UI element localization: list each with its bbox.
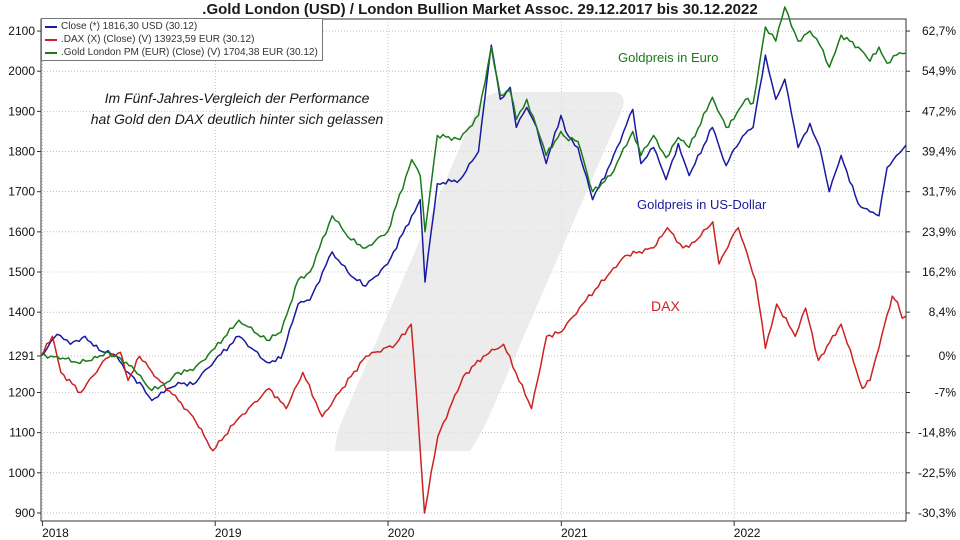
y-tick-left-label: 2100 — [8, 24, 35, 38]
y-tick-left-label: 1600 — [8, 225, 35, 239]
legend-label-eur: .Gold London PM (EUR) (Close) (V) 1704,3… — [61, 47, 318, 58]
legend-label-dax: .DAX (X) (Close) (V) 13923,59 EUR (30.12… — [61, 34, 255, 45]
series-line-dax — [40, 221, 907, 514]
y-tick-left-label: 1291 — [8, 349, 35, 363]
y-tick-left-label: 1000 — [8, 466, 35, 480]
label-goldpreis-usd: Goldpreis in US-Dollar — [637, 197, 767, 212]
x-tick-label: 2021 — [561, 526, 588, 540]
y-tick-left-label: 900 — [15, 506, 35, 520]
legend-item-eur: .Gold London PM (EUR) (Close) (V) 1704,3… — [45, 46, 318, 59]
y-tick-right-label: 54,9% — [922, 64, 956, 78]
y-axis-left: 900 1000 1100 1200 1291 1400 1500 1600 1700 1800 1… — [8, 24, 41, 520]
y-tick-right-label: 8,4% — [929, 305, 957, 319]
y-tick-right-label: 31,7% — [922, 185, 956, 199]
y-tick-right-label: 39,4% — [922, 145, 956, 159]
chart-title: .Gold London (USD) / London Bullion Mark… — [202, 1, 758, 18]
y-tick-left-label: 1700 — [8, 185, 35, 199]
y-tick-right-label: 23,9% — [922, 225, 956, 239]
label-goldpreis-euro: Goldpreis in Euro — [618, 50, 719, 65]
y-tick-right-label: 62,7% — [922, 24, 956, 38]
watermark-logo — [335, 92, 624, 451]
performance-note: Im Fünf-Jahres-Vergleich der Performance… — [62, 88, 412, 130]
y-tick-right-label: -30,3% — [918, 506, 956, 520]
y-tick-left-label: 1500 — [8, 265, 35, 279]
performance-note-line2: hat Gold den DAX deutlich hinter sich ge… — [90, 111, 384, 127]
y-tick-left-label: 1900 — [8, 104, 35, 118]
y-tick-left-label: 1200 — [8, 385, 35, 399]
x-axis: 2018 2019 2020 2021 2022 — [41, 521, 761, 540]
x-tick-label: 2022 — [734, 526, 761, 540]
y-tick-left-label: 1800 — [8, 145, 35, 159]
performance-note-line1: Im Fünf-Jahres-Vergleich der Performance — [104, 90, 370, 106]
legend-swatch-eur — [45, 51, 57, 54]
legend-swatch-dax — [45, 38, 57, 41]
y-tick-right-label: -22,5% — [918, 466, 956, 480]
x-tick-label: 2018 — [42, 526, 69, 540]
legend-label-usd: Close (*) 1816,30 USD (30.12) — [61, 21, 198, 32]
y-tick-left-label: 1400 — [8, 305, 35, 319]
legend: Close (*) 1816,30 USD (30.12) .DAX (X) (… — [41, 18, 323, 61]
x-tick-label: 2020 — [388, 526, 415, 540]
series-line-gold-eur — [40, 6, 907, 392]
label-dax: DAX — [651, 298, 680, 314]
legend-swatch-usd — [45, 25, 57, 28]
y-tick-right-label: 16,2% — [922, 265, 956, 279]
y-axis-right: -30,3% -22,5% -14,8% -7% 0% 8,4% 16,2% 23,9% 31,… — [906, 24, 956, 520]
series-line-gold-usd — [40, 44, 907, 402]
legend-item-dax: .DAX (X) (Close) (V) 13923,59 EUR (30.12… — [45, 33, 318, 46]
y-tick-left-label: 1100 — [9, 426, 35, 440]
x-tick-label: 2019 — [215, 526, 242, 540]
y-tick-right-label: 47,2% — [922, 104, 956, 118]
series-layer — [40, 6, 907, 514]
y-tick-left-label: 2000 — [8, 64, 35, 78]
y-tick-right-label: -14,8% — [918, 426, 956, 440]
y-tick-right-label: -7% — [935, 385, 957, 399]
y-tick-right-label: 0% — [939, 349, 957, 363]
legend-item-usd: Close (*) 1816,30 USD (30.12) — [45, 20, 318, 33]
